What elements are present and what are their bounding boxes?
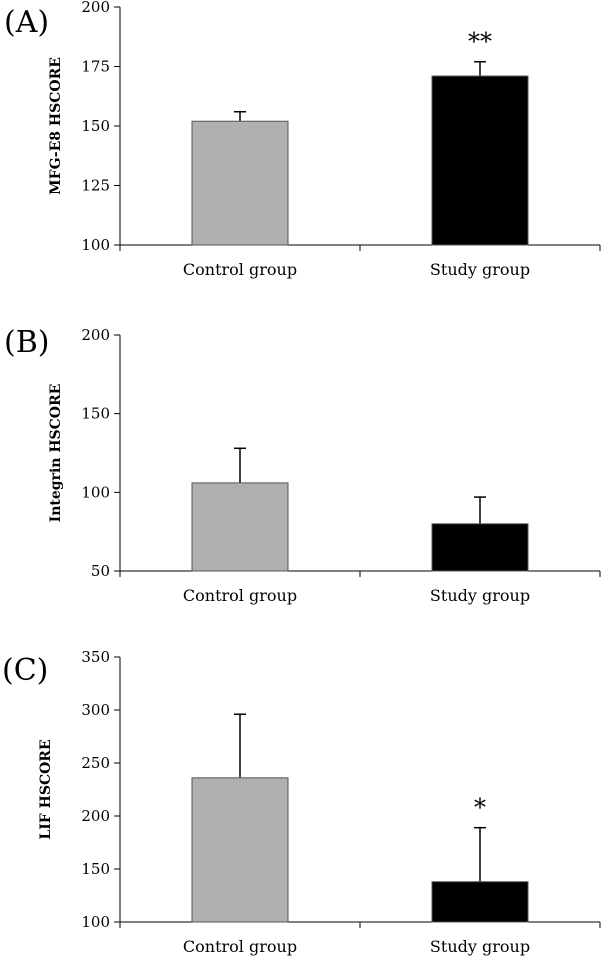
significance-marker: ** xyxy=(468,28,492,56)
y-tick-label: 150 xyxy=(81,117,110,135)
chart-panel-c: (C) LIF HSCORE 100 150 200 250 300 350 Control g… xyxy=(2,648,601,956)
x-tick-label: Control group xyxy=(183,937,297,956)
bar-study xyxy=(431,75,529,246)
y-tick-label: 200 xyxy=(81,0,110,16)
bar-control xyxy=(191,120,289,246)
y-tick-label: 350 xyxy=(81,648,110,666)
x-tick-label: Control group xyxy=(183,260,297,279)
x-tick-label: Study group xyxy=(430,586,530,605)
y-tick-label: 200 xyxy=(81,807,110,825)
bar-study xyxy=(431,523,529,572)
chart-panel-b: (B) Integrin HSCORE 50 100 150 200 Control gro… xyxy=(4,325,601,605)
y-tick-label: 175 xyxy=(81,58,110,76)
y-tick-label: 150 xyxy=(81,405,110,423)
panel-label: (A) xyxy=(4,5,49,40)
y-axis-label: Integrin HSCORE xyxy=(48,384,64,523)
x-tick-label: Control group xyxy=(183,586,297,605)
y-tick-label: 150 xyxy=(81,860,110,878)
bar-control xyxy=(191,777,289,923)
y-tick-label: 300 xyxy=(81,701,110,719)
y-tick-label: 50 xyxy=(91,562,110,580)
x-tick-label: Study group xyxy=(430,260,530,279)
panel-label: (B) xyxy=(4,325,49,360)
bar-control xyxy=(191,482,289,572)
y-tick-label: 100 xyxy=(81,236,110,254)
y-axis-label: MFG-E8 HSCORE xyxy=(48,57,64,195)
y-axis-label: LIF HSCORE xyxy=(38,739,54,839)
y-tick-label: 100 xyxy=(81,913,110,931)
y-tick-label: 200 xyxy=(81,326,110,344)
y-tick-label: 250 xyxy=(81,754,110,772)
chart-panel-a: (A) MFG-E8 HSCORE 100 125 150 175 200 Control g… xyxy=(4,0,601,279)
panel-label: (C) xyxy=(2,653,48,688)
x-tick-label: Study group xyxy=(430,937,530,956)
y-tick-label: 100 xyxy=(81,483,110,501)
significance-marker: * xyxy=(474,794,486,822)
bar-study xyxy=(431,881,529,923)
y-tick-label: 125 xyxy=(81,177,110,195)
